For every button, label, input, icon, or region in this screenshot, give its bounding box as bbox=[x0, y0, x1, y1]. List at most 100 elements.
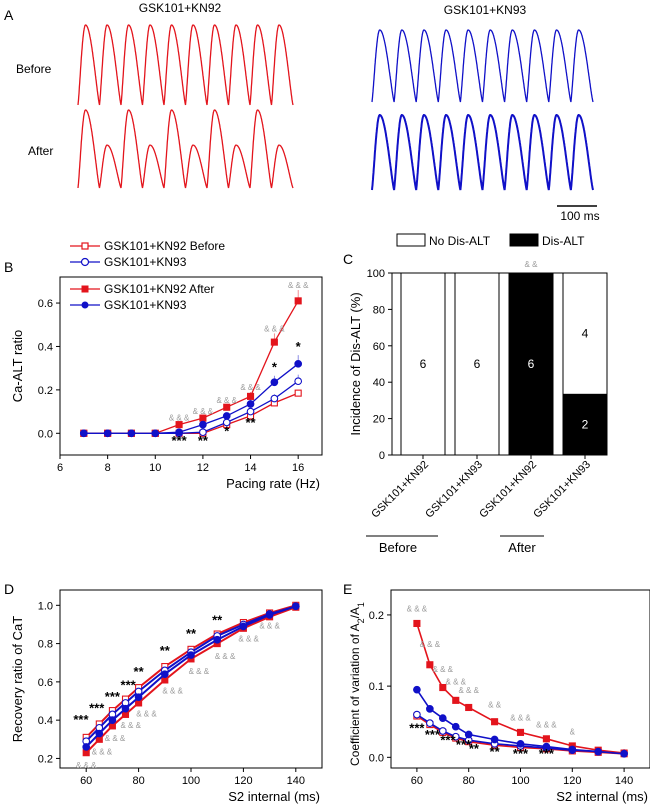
chartD-s3-point-0 bbox=[82, 743, 91, 751]
chartB-s1-point-7 bbox=[246, 407, 255, 416]
chartB-annotation-4: & & & bbox=[264, 324, 285, 333]
chartE-annotation-3: & & & bbox=[446, 678, 467, 687]
chart-e-ylabel-sub2: 1 bbox=[356, 602, 366, 607]
chartD-annotation-2: *** bbox=[105, 689, 121, 704]
chartB-annotation-3: & & & bbox=[240, 383, 261, 392]
chartB-annotation-11: * bbox=[296, 339, 302, 354]
chartB-xtick-label-1: 8 bbox=[105, 462, 111, 474]
chart-c: 0 20 40 60 80 100 Incidence of Dis-ALT (%) 6 GSK… bbox=[348, 260, 608, 521]
chartB-annotation-8: * bbox=[224, 423, 230, 438]
chart-c-ylabel: Incidence of Dis-ALT (%) bbox=[348, 292, 363, 435]
legend-c-swatch-yes bbox=[509, 233, 539, 247]
chartB-annotation-10: * bbox=[272, 359, 278, 374]
chartE-s2-point-5 bbox=[491, 718, 499, 726]
bar-count-2: 6 bbox=[528, 357, 535, 371]
panel-a-letter: A bbox=[4, 7, 14, 23]
chartE-s2-point-3 bbox=[452, 696, 460, 704]
chart-c-ytick-label-4: 80 bbox=[373, 304, 385, 316]
trace-kn93-before bbox=[371, 29, 594, 103]
chart-e: 60 80 100 120 140 0.0 0.1 0.2 S2 internal (ms) & … bbox=[369, 589, 650, 804]
chartE-ytick-label-0: 0.0 bbox=[369, 752, 384, 764]
chart-c-xtick-label-0: GSK101+KN92 bbox=[369, 459, 431, 521]
chartD-annotation-4: ** bbox=[134, 664, 145, 679]
chartE-xtick-label-1: 80 bbox=[463, 775, 475, 787]
chartD-s3-point-8 bbox=[239, 622, 248, 631]
chartD-xtick-label-3: 120 bbox=[234, 775, 252, 787]
chart-d: 60 80 100 120 140 0.2 0.4 0.6 0.8 1.0 S2 internal … bbox=[10, 589, 323, 804]
chart-e-ylabel-slash: /A bbox=[348, 607, 362, 618]
chartB-s0-point-9 bbox=[294, 389, 302, 397]
trace-kn92-before bbox=[77, 24, 294, 106]
chartE-annotation-7: & & & bbox=[536, 720, 557, 729]
chartB-annotation-6: *** bbox=[171, 433, 187, 448]
chartD-annotation-17: & & & bbox=[259, 621, 280, 630]
chart-c-xtick-label-3: GSK101+KN93 bbox=[531, 459, 593, 521]
chartD-ytick-label-3: 0.8 bbox=[38, 639, 53, 651]
chartB-s3-line bbox=[83, 363, 299, 434]
bar-no-dis-alt-3 bbox=[562, 272, 608, 395]
panel-c: C No Dis-ALT Dis-ALT 0 20 40 60 80 100 Inciden… bbox=[343, 233, 608, 555]
legend-b-marker-4 bbox=[81, 301, 89, 309]
chart-c-ytick-label-5: 100 bbox=[367, 268, 385, 280]
chartB-s2-line bbox=[83, 300, 299, 434]
chartB-annotation-5: & & & bbox=[288, 281, 309, 290]
chartD-ytick-label-1: 0.4 bbox=[38, 715, 53, 727]
chartD-annotation-10: & & & bbox=[105, 734, 126, 743]
chartB-annotation-2: & & & bbox=[217, 396, 238, 405]
chartB-s3-point-6 bbox=[222, 412, 231, 420]
chartB-s2-point-4 bbox=[175, 421, 183, 429]
chartE-annotation-5: & & bbox=[488, 700, 502, 709]
panel-c-letter: C bbox=[343, 251, 353, 267]
chartE-s3-point-8 bbox=[568, 745, 577, 754]
chartE-s1-point-0 bbox=[413, 710, 421, 719]
chartB-annotation-1: & & & bbox=[193, 407, 214, 416]
panel-b-letter: B bbox=[4, 259, 13, 275]
panel-a: A GSK101+KN92 GSK101+KN93 Before After 1… bbox=[4, 1, 600, 223]
chartB-s0-line bbox=[83, 392, 299, 434]
panel-e-letter: E bbox=[343, 581, 352, 597]
chart-e-ylabel-sub1: 2 bbox=[356, 618, 366, 623]
chartB-xtick-label-3: 12 bbox=[197, 462, 209, 474]
chart-c-significance: & & bbox=[525, 260, 539, 269]
legend-b: GSK101+KN92 Before GSK101+KN93 GSK101+KN… bbox=[70, 239, 225, 312]
chartE-annotation-12: *** bbox=[456, 737, 472, 752]
panel-d-letter: D bbox=[4, 581, 14, 597]
bar-count-1: 6 bbox=[474, 357, 481, 371]
chartE-ytick-label-2: 0.2 bbox=[369, 610, 384, 622]
chartE-s2-point-2 bbox=[439, 683, 447, 692]
chartD-s3-point-3 bbox=[121, 704, 130, 713]
chartE-s2-point-6 bbox=[516, 728, 525, 736]
chartE-s3-point-4 bbox=[464, 730, 473, 739]
chartB-ylabel: Ca-ALT ratio bbox=[10, 330, 25, 403]
chart-b: 6 8 10 12 14 16 0.0 0.2 0.4 0.6 Pacing rate (Hz) Ca… bbox=[10, 276, 323, 491]
chartB-annotation-0: & & & bbox=[169, 413, 190, 422]
chartE-s1-point-1 bbox=[426, 719, 434, 727]
chartB-xtick-label-0: 6 bbox=[57, 462, 63, 474]
chart-c-ytick-label-1: 20 bbox=[373, 414, 385, 426]
chartE-s2-point-1 bbox=[426, 661, 434, 669]
chartB-s1-point-8 bbox=[270, 394, 279, 403]
chartB-xtick-label-5: 16 bbox=[292, 462, 304, 474]
chartD-annotation-3: *** bbox=[121, 678, 137, 693]
calcium-traces bbox=[77, 24, 594, 191]
group-label-after: After bbox=[508, 540, 536, 555]
legend-b-marker-3 bbox=[81, 285, 89, 293]
chartD-ytick-label-4: 1.0 bbox=[38, 600, 53, 612]
chartD-annotation-8: & & & bbox=[76, 761, 97, 770]
row-label-after: After bbox=[28, 144, 53, 158]
chartB-s1-point-9 bbox=[294, 377, 303, 386]
chartD-s3-point-2 bbox=[108, 716, 117, 725]
chartD-annotation-7: ** bbox=[212, 612, 223, 627]
chartD-annotation-14: & & & bbox=[189, 667, 210, 676]
bar-dis-alt-3 bbox=[562, 393, 608, 456]
chartD-annotation-16: & & & bbox=[238, 635, 259, 644]
chartD-xtick-label-1: 80 bbox=[132, 775, 144, 787]
group-label-before: Before bbox=[379, 540, 417, 555]
chartB-xlabel: Pacing rate (Hz) bbox=[226, 476, 320, 491]
chartD-annotation-15: & & & bbox=[215, 652, 236, 661]
chartE-xtick-label-3: 120 bbox=[563, 775, 581, 787]
chartB-s3-point-4 bbox=[175, 428, 183, 437]
chart-e-ylabel-main: Coefficient of variation of A bbox=[348, 623, 362, 766]
legend-b-marker-2 bbox=[80, 257, 90, 267]
